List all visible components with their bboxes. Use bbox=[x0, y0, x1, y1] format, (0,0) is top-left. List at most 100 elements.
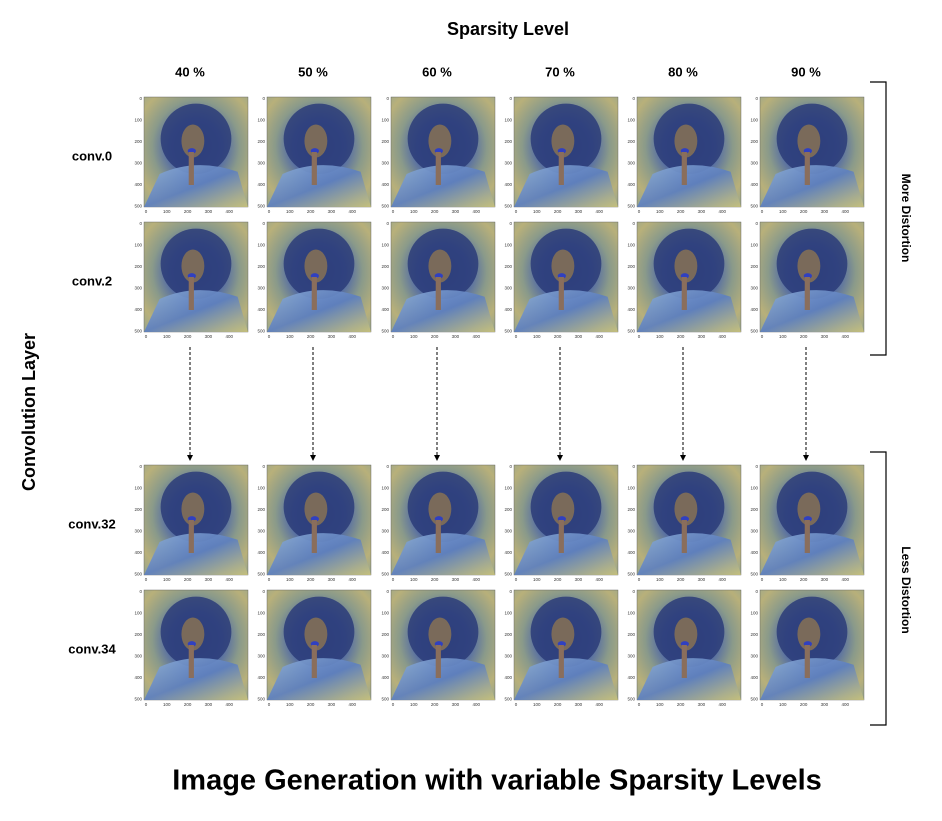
image-x-tick: 0 bbox=[392, 334, 395, 339]
image-y-tick: 0 bbox=[386, 96, 389, 101]
image-x-tick: 200 bbox=[554, 577, 562, 582]
fabric bbox=[391, 290, 495, 332]
generated-image: 0 100 200 300 400 0 100 200 300 400 500 bbox=[750, 96, 865, 214]
image-y-tick: 100 bbox=[504, 611, 512, 616]
image-y-tick: 0 bbox=[632, 221, 635, 226]
image-x-tick: 200 bbox=[307, 577, 315, 582]
image-y-tick: 500 bbox=[381, 696, 389, 701]
image-y-tick: 500 bbox=[381, 328, 389, 333]
finger bbox=[681, 520, 687, 553]
image-y-tick: 300 bbox=[257, 654, 265, 659]
fabric bbox=[637, 658, 741, 700]
image-x-tick: 100 bbox=[656, 577, 664, 582]
image-x-tick: 100 bbox=[533, 334, 541, 339]
row-label: conv.32 bbox=[68, 516, 115, 531]
generated-image: 0 100 200 300 400 0 100 200 300 400 500 bbox=[750, 464, 865, 582]
image-x-tick: 300 bbox=[205, 209, 213, 214]
image-x-tick: 200 bbox=[431, 577, 439, 582]
image-y-tick: 0 bbox=[386, 464, 389, 469]
arrow-head bbox=[434, 455, 440, 461]
fabric bbox=[144, 290, 248, 332]
image-x-tick: 0 bbox=[638, 577, 641, 582]
image-y-tick: 0 bbox=[139, 464, 142, 469]
arrow-head bbox=[187, 455, 193, 461]
generated-image: 0 100 200 300 400 0 100 200 300 400 500 bbox=[134, 221, 249, 339]
image-y-tick: 200 bbox=[504, 507, 512, 512]
image-y-tick: 0 bbox=[755, 221, 758, 226]
fabric bbox=[760, 533, 864, 575]
image-y-tick: 100 bbox=[750, 611, 758, 616]
image-y-tick: 300 bbox=[257, 529, 265, 534]
image-x-tick: 300 bbox=[821, 702, 829, 707]
image-x-tick: 0 bbox=[638, 702, 641, 707]
image-x-tick: 400 bbox=[348, 334, 356, 339]
image-y-tick: 200 bbox=[627, 139, 635, 144]
image-x-tick: 400 bbox=[841, 334, 849, 339]
column-label: 60 % bbox=[422, 64, 452, 79]
image-y-tick: 200 bbox=[134, 139, 142, 144]
image-x-tick: 400 bbox=[348, 577, 356, 582]
image-y-tick: 0 bbox=[262, 96, 265, 101]
image-y-tick: 500 bbox=[134, 571, 142, 576]
image-y-tick: 200 bbox=[750, 507, 758, 512]
finger bbox=[435, 277, 441, 310]
image-y-tick: 0 bbox=[139, 589, 142, 594]
face bbox=[428, 124, 452, 158]
image-y-tick: 400 bbox=[504, 675, 512, 680]
image-y-tick: 100 bbox=[134, 611, 142, 616]
face bbox=[797, 124, 821, 158]
image-y-tick: 200 bbox=[134, 264, 142, 269]
image-y-tick: 0 bbox=[386, 221, 389, 226]
image-y-tick: 200 bbox=[627, 507, 635, 512]
image-y-tick: 100 bbox=[504, 486, 512, 491]
image-x-tick: 300 bbox=[328, 209, 336, 214]
column-label: 40 % bbox=[175, 64, 205, 79]
face bbox=[674, 617, 698, 651]
image-y-tick: 500 bbox=[257, 203, 265, 208]
arrow-head bbox=[310, 455, 316, 461]
image-y-tick: 200 bbox=[381, 264, 389, 269]
image-y-tick: 100 bbox=[134, 486, 142, 491]
image-y-tick: 400 bbox=[257, 550, 265, 555]
image-x-tick: 200 bbox=[431, 702, 439, 707]
face bbox=[551, 492, 575, 526]
image-y-tick: 300 bbox=[504, 161, 512, 166]
generated-image: 0 100 200 300 400 0 100 200 300 400 500 bbox=[257, 464, 372, 582]
image-x-tick: 100 bbox=[163, 209, 171, 214]
image-x-tick: 400 bbox=[841, 577, 849, 582]
image-x-tick: 200 bbox=[677, 209, 685, 214]
generated-image: 0 100 200 300 400 0 100 200 300 400 500 bbox=[750, 589, 865, 707]
image-y-tick: 0 bbox=[139, 221, 142, 226]
image-x-tick: 300 bbox=[452, 334, 460, 339]
image-y-tick: 0 bbox=[755, 464, 758, 469]
image-y-tick: 100 bbox=[134, 243, 142, 248]
image-y-tick: 100 bbox=[134, 118, 142, 123]
image-x-tick: 300 bbox=[698, 334, 706, 339]
image-y-tick: 300 bbox=[134, 529, 142, 534]
fabric bbox=[637, 533, 741, 575]
image-y-tick: 200 bbox=[504, 264, 512, 269]
finger bbox=[558, 520, 564, 553]
image-y-tick: 200 bbox=[750, 632, 758, 637]
image-y-tick: 100 bbox=[627, 611, 635, 616]
image-y-tick: 300 bbox=[257, 161, 265, 166]
image-y-tick: 200 bbox=[257, 507, 265, 512]
image-x-tick: 200 bbox=[800, 334, 808, 339]
image-y-tick: 200 bbox=[257, 264, 265, 269]
image-y-tick: 200 bbox=[134, 507, 142, 512]
column-label: 70 % bbox=[545, 64, 575, 79]
image-x-tick: 100 bbox=[779, 577, 787, 582]
image-x-tick: 0 bbox=[515, 334, 518, 339]
image-y-tick: 500 bbox=[627, 203, 635, 208]
image-x-tick: 0 bbox=[515, 577, 518, 582]
image-y-tick: 500 bbox=[750, 328, 758, 333]
image-y-tick: 100 bbox=[381, 486, 389, 491]
image-x-tick: 0 bbox=[268, 577, 271, 582]
image-x-tick: 200 bbox=[184, 334, 192, 339]
image-x-tick: 200 bbox=[800, 577, 808, 582]
image-y-tick: 100 bbox=[257, 611, 265, 616]
column-label: 80 % bbox=[668, 64, 698, 79]
image-x-tick: 300 bbox=[698, 209, 706, 214]
image-y-tick: 0 bbox=[755, 589, 758, 594]
image-x-tick: 100 bbox=[533, 702, 541, 707]
